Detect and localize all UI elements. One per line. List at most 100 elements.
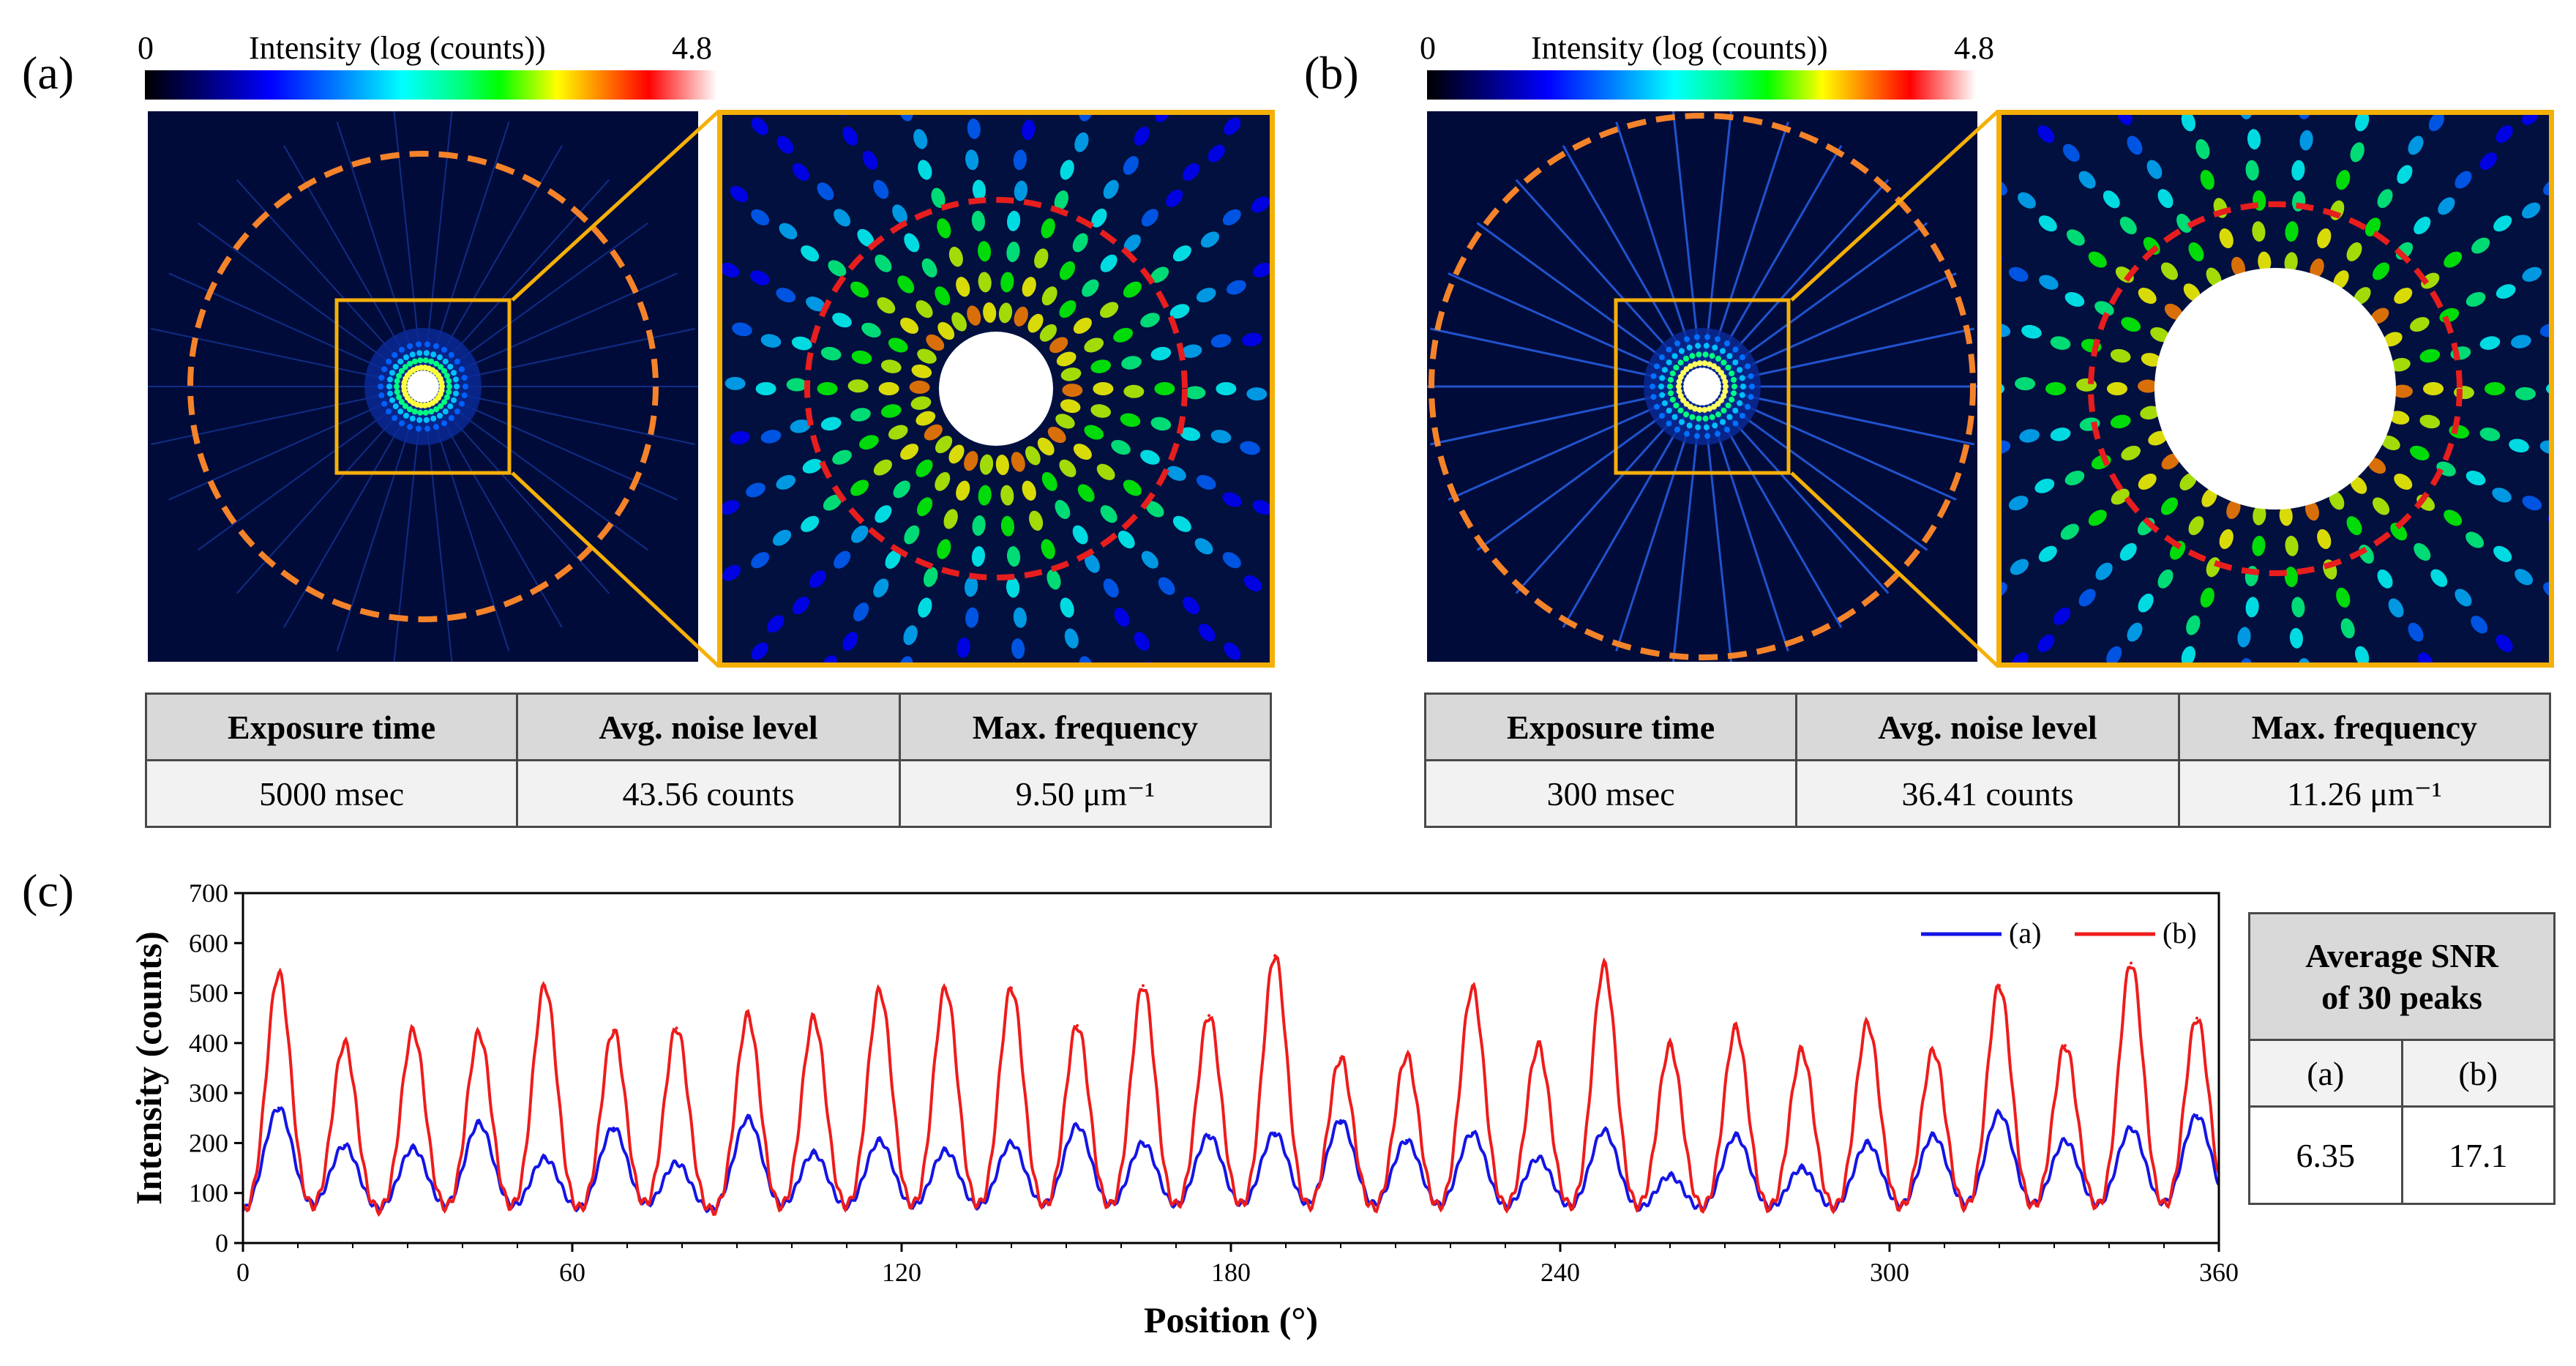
peak-point xyxy=(1866,1021,1869,1025)
speckle xyxy=(1729,370,1735,377)
diffraction-speckle xyxy=(1185,386,1206,400)
speckle xyxy=(451,397,457,403)
diffraction-speckle xyxy=(2515,569,2533,586)
diffraction-speckle xyxy=(1013,149,1027,171)
diffraction-speckle xyxy=(2418,652,2433,663)
speckle xyxy=(1695,343,1701,349)
diffraction-speckle xyxy=(847,379,869,393)
diffraction-speckle xyxy=(2252,535,2266,556)
speckle xyxy=(1677,359,1684,366)
diffraction-speckle xyxy=(1120,413,1141,428)
diffraction-speckle xyxy=(1090,359,1112,373)
speckle xyxy=(1658,412,1665,419)
diffraction-speckle xyxy=(2201,488,2217,507)
diffraction-speckle xyxy=(1134,632,1150,651)
speckle xyxy=(1702,415,1709,422)
speckle xyxy=(1671,414,1678,420)
speckle xyxy=(1703,424,1710,430)
speckle xyxy=(1721,373,1727,380)
peak-point xyxy=(411,1029,415,1032)
speckle xyxy=(461,374,468,381)
speckle xyxy=(1720,348,1726,354)
speckle xyxy=(1658,354,1665,361)
diffraction-speckle xyxy=(1064,628,1079,649)
diffraction-speckle xyxy=(1210,334,1232,348)
speckle xyxy=(409,415,416,422)
diffraction-speckle xyxy=(1246,387,1268,401)
colorbar-title-b: Intensity (log (counts)) xyxy=(1531,30,1828,66)
speckle xyxy=(1676,378,1682,385)
diffraction-speckle xyxy=(730,185,749,203)
diffraction-speckle xyxy=(2019,429,2040,443)
diffraction-speckle xyxy=(1252,500,1270,515)
diffraction-speckle xyxy=(2094,301,2114,316)
diffraction-speckle xyxy=(877,297,896,314)
diffraction-speckle xyxy=(1158,577,1175,595)
diffraction-speckle xyxy=(2138,473,2157,490)
diffraction-speckle xyxy=(2370,307,2389,324)
y-tick-label: 700 xyxy=(189,878,228,908)
speckle xyxy=(1673,365,1680,371)
diffraction-speckle xyxy=(1145,501,1164,518)
x-axis-label: Position (°) xyxy=(1144,1299,1318,1340)
diffraction-speckle xyxy=(971,210,985,231)
diffraction-speckle xyxy=(2064,291,2085,307)
diffraction-speckle xyxy=(2245,160,2259,181)
speckle xyxy=(1726,414,1733,420)
peak-point xyxy=(1142,984,1145,988)
diffraction-speckle xyxy=(786,378,807,392)
diffraction-speckle xyxy=(1096,463,1115,480)
y-tick-label: 400 xyxy=(189,1029,228,1058)
speckle xyxy=(399,346,405,353)
speckle xyxy=(433,406,439,413)
diffraction-speckle xyxy=(910,396,932,410)
diffraction-speckle xyxy=(916,411,936,426)
diffraction-speckle xyxy=(1084,337,1104,353)
diffraction-speckle xyxy=(904,525,920,545)
diffraction-speckle xyxy=(2346,242,2362,261)
diffraction-speckle xyxy=(971,546,985,567)
speckle xyxy=(443,373,450,379)
diffraction-speckle xyxy=(2423,382,2444,395)
diffraction-speckle xyxy=(2543,582,2549,599)
diffraction-speckle xyxy=(885,550,901,569)
speckle xyxy=(1740,354,1746,361)
diffraction-speckle xyxy=(1198,623,1216,642)
diffraction-speckle xyxy=(2138,379,2159,393)
speckle xyxy=(1683,430,1690,437)
diffraction-speckle xyxy=(1222,492,1242,507)
speckle xyxy=(1704,334,1711,340)
diffraction-speckle xyxy=(2388,598,2404,618)
speckle xyxy=(1696,360,1703,367)
diffraction-speckle xyxy=(931,187,946,208)
peak-point xyxy=(1669,1044,1671,1048)
speckle xyxy=(1686,422,1693,429)
diffraction-speckle xyxy=(2304,500,2319,521)
y-tick-label: 0 xyxy=(215,1228,228,1258)
diffraction-speckle xyxy=(1196,288,1216,303)
speckle xyxy=(433,360,439,367)
speckle xyxy=(438,364,444,370)
diffraction-speckle xyxy=(1007,210,1021,231)
y-axis-label: Intensity (counts) xyxy=(128,931,169,1205)
diffraction-speckle xyxy=(2340,618,2355,638)
speckle xyxy=(1695,424,1701,430)
diffraction-speckle xyxy=(2493,545,2512,562)
header-noise-level: Avg. noise level xyxy=(1795,693,2180,761)
speckle xyxy=(1709,353,1715,359)
diffraction-speckle xyxy=(1072,233,1088,253)
diffraction-speckle xyxy=(2140,406,2160,419)
diffraction-speckle xyxy=(2200,170,2214,190)
speckle xyxy=(1745,403,1751,410)
legend-label-a: (a) xyxy=(2009,917,2041,949)
diffraction-speckle xyxy=(965,149,979,171)
diffraction-speckle xyxy=(2188,242,2204,261)
diffraction-speckle xyxy=(859,435,879,450)
diffraction-speckle xyxy=(1240,441,1260,455)
diffraction-speckle xyxy=(965,576,978,597)
speckle xyxy=(1720,419,1726,425)
diffraction-speckle xyxy=(862,150,878,170)
speckle xyxy=(1692,361,1699,367)
diffraction-speckle xyxy=(1196,474,1216,490)
peak-point xyxy=(1471,1131,1474,1135)
